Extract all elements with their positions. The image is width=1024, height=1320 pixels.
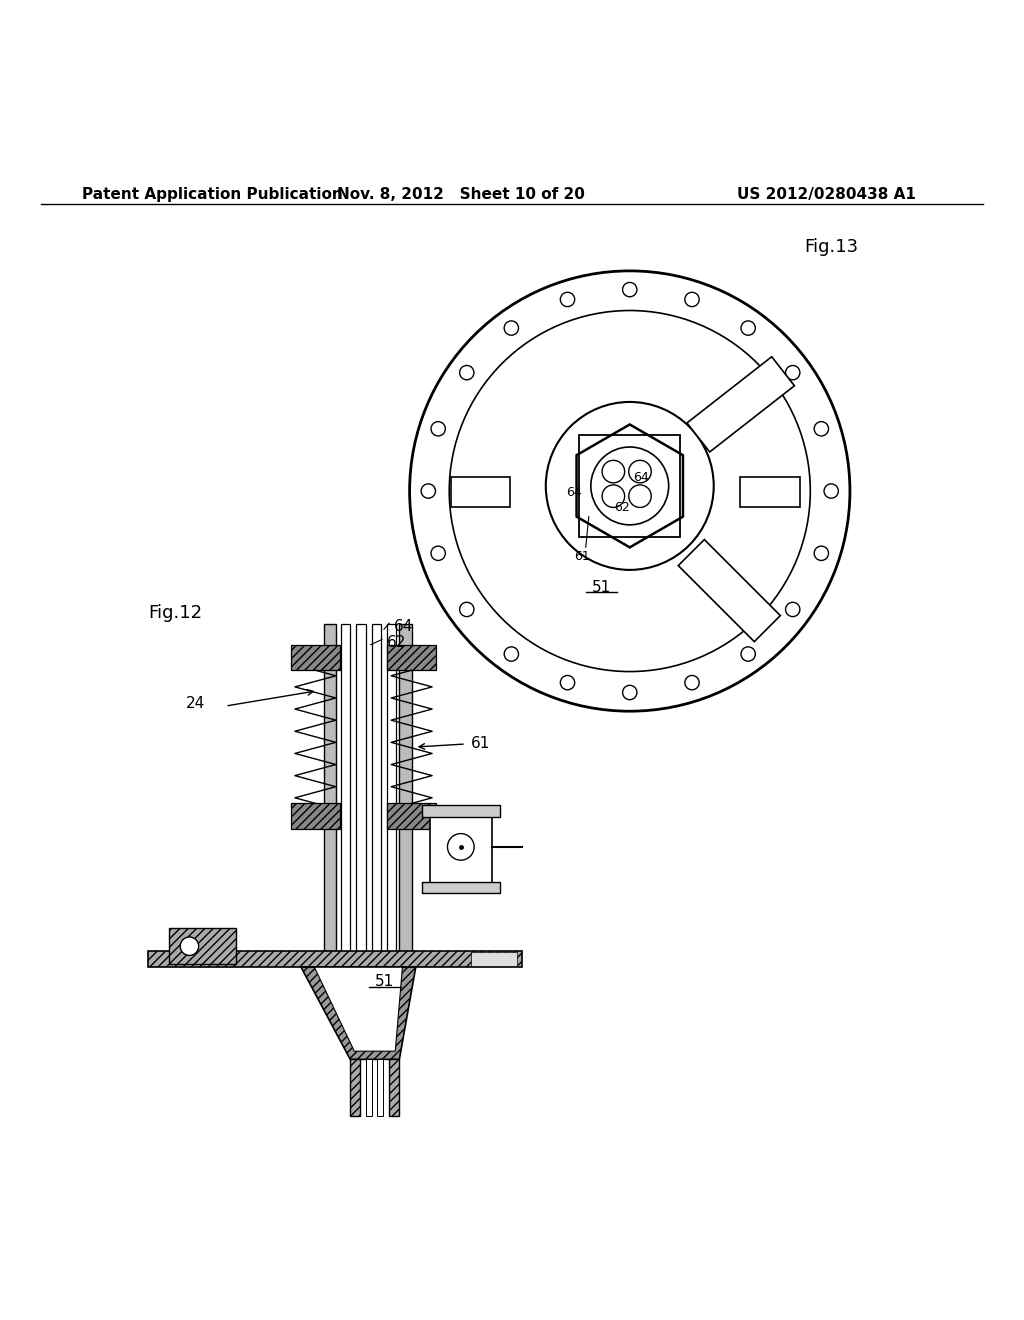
Circle shape — [504, 321, 518, 335]
Circle shape — [741, 647, 756, 661]
Polygon shape — [314, 968, 402, 1051]
Text: Fig.12: Fig.12 — [148, 603, 203, 622]
Text: Fig.13: Fig.13 — [804, 238, 858, 256]
Bar — [148, 950, 522, 968]
Bar — [387, 624, 396, 962]
Text: US 2012/0280438 A1: US 2012/0280438 A1 — [737, 187, 916, 202]
Circle shape — [623, 685, 637, 700]
Circle shape — [814, 421, 828, 436]
Circle shape — [785, 366, 800, 380]
Bar — [471, 952, 517, 966]
Circle shape — [785, 602, 800, 616]
Circle shape — [460, 602, 474, 616]
Polygon shape — [301, 968, 416, 1060]
Bar — [387, 644, 436, 671]
Text: 64: 64 — [633, 470, 648, 483]
Bar — [169, 928, 236, 964]
Circle shape — [410, 271, 850, 711]
Bar — [341, 624, 350, 962]
Circle shape — [591, 447, 669, 525]
Text: 24: 24 — [185, 696, 205, 710]
Circle shape — [602, 484, 625, 507]
Bar — [422, 805, 500, 817]
Circle shape — [431, 546, 445, 561]
Bar — [350, 1060, 360, 1115]
Circle shape — [824, 484, 839, 498]
Circle shape — [560, 676, 574, 690]
Circle shape — [629, 484, 651, 507]
Circle shape — [814, 546, 828, 561]
Bar — [740, 477, 800, 507]
Bar — [291, 644, 340, 671]
Text: Patent Application Publication: Patent Application Publication — [82, 187, 343, 202]
Circle shape — [421, 484, 435, 498]
Text: 51: 51 — [375, 974, 393, 990]
Circle shape — [741, 321, 756, 335]
Text: 64: 64 — [394, 619, 414, 634]
Bar — [430, 808, 492, 886]
Bar — [324, 624, 336, 962]
Bar — [366, 1060, 372, 1115]
Bar — [291, 804, 340, 829]
Circle shape — [431, 421, 445, 436]
Text: 61: 61 — [471, 737, 490, 751]
Polygon shape — [687, 356, 795, 451]
Circle shape — [460, 366, 474, 380]
Circle shape — [504, 647, 518, 661]
Bar — [422, 882, 500, 894]
Bar — [356, 624, 366, 962]
Circle shape — [685, 292, 699, 306]
Circle shape — [560, 292, 574, 306]
Text: 62: 62 — [387, 635, 407, 651]
Bar — [377, 1060, 383, 1115]
Polygon shape — [577, 425, 683, 548]
Bar — [399, 624, 412, 962]
Bar — [451, 477, 510, 507]
Bar — [387, 804, 436, 829]
Circle shape — [180, 937, 199, 956]
Text: 51: 51 — [592, 579, 610, 595]
Circle shape — [546, 403, 714, 570]
Circle shape — [602, 461, 625, 483]
Bar — [389, 1060, 399, 1115]
Bar — [372, 624, 381, 962]
Polygon shape — [678, 540, 780, 642]
Circle shape — [685, 676, 699, 690]
Text: Nov. 8, 2012   Sheet 10 of 20: Nov. 8, 2012 Sheet 10 of 20 — [337, 187, 585, 202]
Text: 64: 64 — [566, 486, 582, 499]
Circle shape — [629, 461, 651, 483]
Circle shape — [623, 282, 637, 297]
Text: 61: 61 — [573, 550, 590, 564]
Text: 62: 62 — [614, 502, 630, 515]
